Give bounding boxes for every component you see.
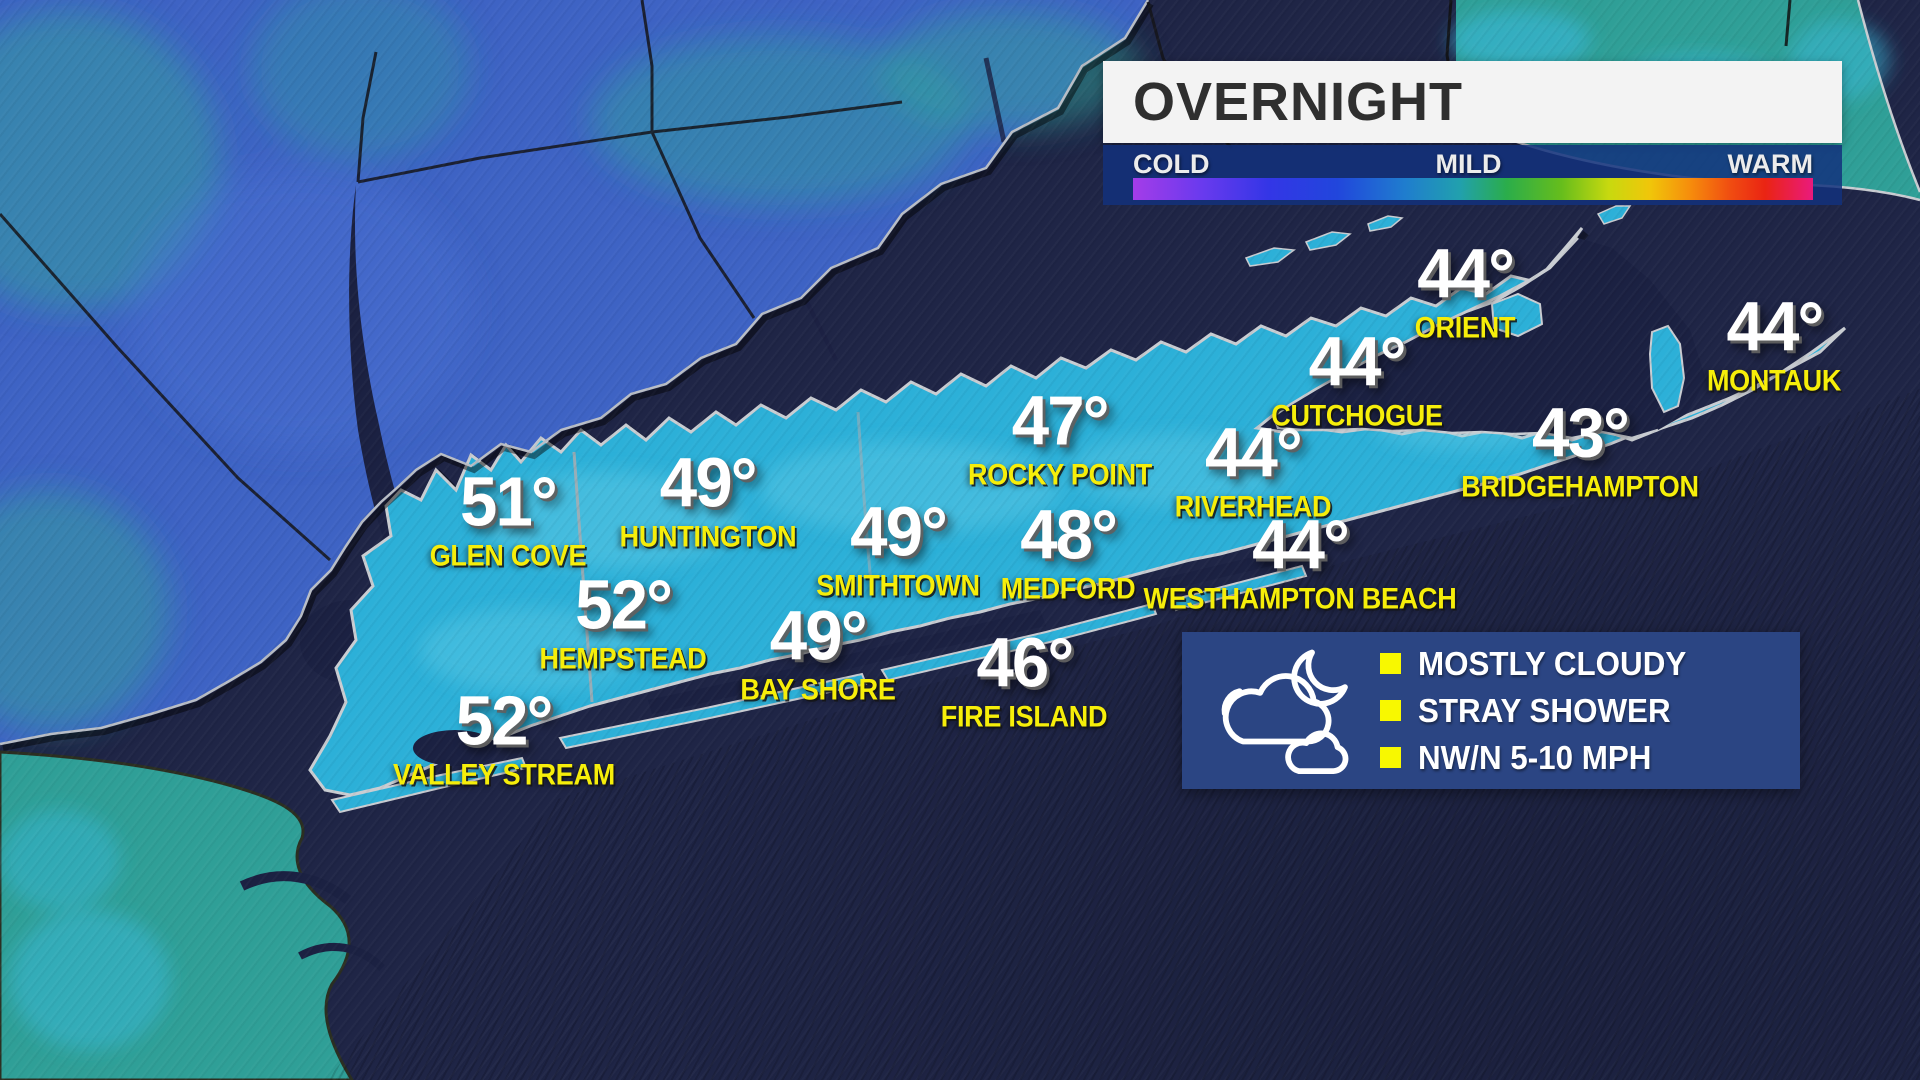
condition-label: NW/N 5-10 MPH — [1418, 738, 1652, 776]
scale-label-cold: COLD — [1133, 149, 1210, 179]
scale-label-warm: WARM — [1727, 149, 1813, 179]
cloud-moon-icon — [1221, 649, 1349, 774]
li-county-lines — [572, 411, 874, 703]
condition-list: MOSTLY CLOUDY STRAY SHOWER NW/N 5-10 MPH — [1380, 645, 1700, 777]
page-title: OVERNIGHT — [1133, 72, 1464, 132]
barrier-island-jones-beach — [558, 672, 868, 750]
barrier-islands — [330, 564, 1308, 814]
long-island-landmass — [308, 227, 1847, 797]
nj-terrain-patches — [0, 810, 170, 1050]
shelter-island — [1490, 292, 1544, 338]
barrier-island-westhampton — [1170, 564, 1308, 612]
title-card: OVERNIGHT — [1103, 61, 1842, 143]
river-line — [983, 57, 1007, 143]
jamaica-bay — [413, 730, 497, 766]
scale-label-mild: MILD — [1435, 149, 1502, 179]
bullet-icon — [1380, 653, 1401, 674]
bullet-icon — [1380, 747, 1401, 768]
condition-item: MOSTLY CLOUDY — [1380, 645, 1700, 683]
mainland-coastline — [0, 0, 1150, 746]
big-cloud — [1222, 672, 1332, 744]
mainland-terrain-patches — [0, 0, 1140, 730]
temperature-gradient — [1133, 178, 1813, 200]
condition-item: NW/N 5-10 MPH — [1380, 739, 1700, 777]
small-cloud — [1285, 730, 1349, 774]
barrier-island-rockaway — [330, 756, 528, 814]
conditions-panel: MOSTLY CLOUDY STRAY SHOWER NW/N 5-10 MPH — [1182, 632, 1800, 789]
bullet-icon — [1380, 700, 1401, 721]
fishers-islands — [1244, 215, 1404, 267]
great-south-bay — [648, 610, 1046, 714]
scale-labels: COLD MILD WARM — [1133, 149, 1813, 180]
river-line — [804, 299, 838, 361]
plum-island — [1596, 205, 1632, 225]
county-borders — [0, 0, 1234, 562]
moon-crescent — [1291, 649, 1348, 707]
peconic-coastline — [1272, 237, 1659, 440]
mainland-coast-shadow — [2, 2, 1154, 751]
peconic-bay — [1274, 238, 1706, 438]
gardiners-island — [1648, 324, 1686, 414]
barrier-island-fire-island — [880, 602, 1158, 682]
condition-label: MOSTLY CLOUDY — [1418, 644, 1687, 682]
temperature-scale: COLD MILD WARM — [1103, 145, 1842, 205]
ct-coastline — [1856, 0, 1920, 193]
nj-inlets — [239, 871, 385, 971]
condition-label: STRAY SHOWER — [1418, 691, 1671, 729]
moriches-bay — [1096, 548, 1296, 606]
condition-item: STRAY SHOWER — [1380, 692, 1700, 730]
